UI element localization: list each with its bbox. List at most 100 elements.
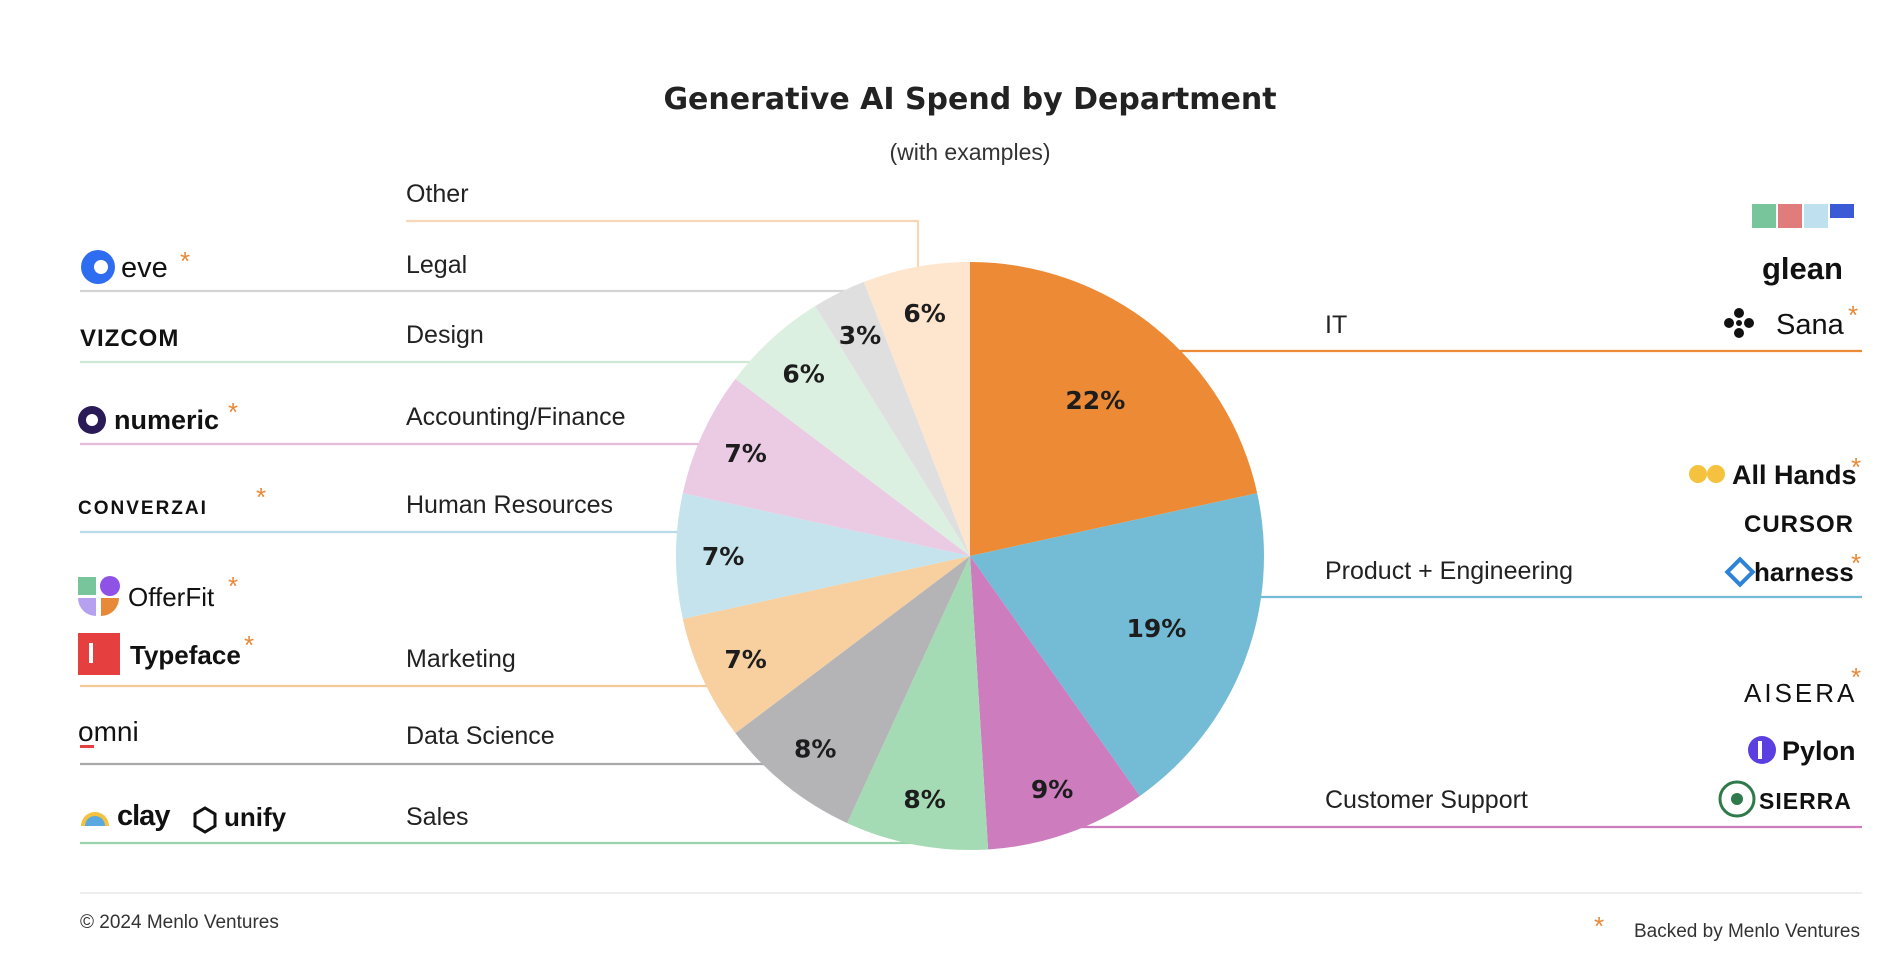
logo-typeface-text: Typeface xyxy=(130,640,241,670)
backed-star-harness: * xyxy=(1851,548,1861,578)
logo-aisera-text: AISERA xyxy=(1744,678,1857,708)
offerfit-mark-quarter xyxy=(78,598,96,616)
numeric-mark-inner xyxy=(86,414,98,426)
dust-mark-t xyxy=(1830,204,1854,218)
percent-labels: 22% 19% 9% 8% 8% 7% 7% 7% 6% 3% 6% xyxy=(702,299,1187,814)
pie-slice-it xyxy=(970,262,1258,556)
logo-pylon-text: Pylon xyxy=(1782,736,1856,766)
logo-omni-text: omni xyxy=(78,716,139,747)
logo-aisera: AISERA * xyxy=(1744,662,1861,708)
pct-label-customer-support: 9% xyxy=(1031,775,1073,804)
pie-slice-design xyxy=(735,306,970,556)
label-customer-support: Customer Support xyxy=(1325,786,1528,814)
logo-sierra: SIERRA xyxy=(1718,780,1852,818)
pct-label-legal: 3% xyxy=(839,321,881,350)
logo-numeric-text: numeric xyxy=(114,405,219,435)
logo-harness: harness * xyxy=(1724,548,1861,588)
backed-star-offerfit: * xyxy=(228,571,238,601)
footer-star: * xyxy=(1594,911,1604,941)
pie-slice-customer-support xyxy=(970,556,1140,850)
pct-label-data-science: 8% xyxy=(794,734,836,763)
logo-unify-text: unify xyxy=(224,802,287,832)
sana-mark-icon xyxy=(1724,308,1754,338)
logo-clay: clay xyxy=(81,800,171,832)
right-logos: DUST glean Sana * All Hands * CURSOR har… xyxy=(1689,204,1861,818)
label-design: Design xyxy=(406,321,484,349)
backed-star-sana: * xyxy=(1848,300,1858,330)
logo-converzai: CONVERZAI * xyxy=(78,482,266,519)
logo-all-hands-text: All Hands xyxy=(1732,460,1857,490)
logo-all-hands: All Hands * xyxy=(1689,452,1861,490)
pie-slice-accounting-finance xyxy=(682,378,970,556)
logo-offerfit: OfferFit * xyxy=(78,571,238,616)
label-marketing: Marketing xyxy=(406,645,516,673)
label-it: IT xyxy=(1325,311,1347,339)
logo-cursor: CURSOR xyxy=(1744,511,1854,538)
logo-converzai-text: CONVERZAI xyxy=(78,498,208,519)
harness-mark-icon xyxy=(1724,556,1756,588)
copyright: © 2024 Menlo Ventures xyxy=(80,912,279,933)
dust-mark-u xyxy=(1778,204,1802,228)
pct-label-sales: 8% xyxy=(903,785,945,814)
backed-star-eve: * xyxy=(180,246,190,276)
pct-label-accounting-finance: 7% xyxy=(724,439,766,468)
omni-mark-underline xyxy=(80,745,94,748)
sierra-mark-icon xyxy=(1718,780,1756,818)
leader-lines xyxy=(80,219,1862,845)
pie-slice-legal xyxy=(815,281,970,556)
clay-mark-inner xyxy=(85,816,105,826)
pie-slice-product-engineering xyxy=(970,493,1264,796)
dust-mark-d xyxy=(1752,204,1776,228)
logo-dust-text: DUST xyxy=(1756,227,1759,229)
pie-slice-sales xyxy=(847,556,989,850)
pct-label-it: 22% xyxy=(1065,386,1125,415)
allhands-mark-right xyxy=(1707,465,1725,483)
logo-eve-text: eve xyxy=(121,252,168,284)
logo-unify: unify xyxy=(193,802,287,834)
pct-label-design: 6% xyxy=(782,359,824,388)
logo-dust: DUST xyxy=(1752,204,1854,229)
pie-slice-data-science xyxy=(735,556,970,824)
logo-typeface: Typeface * xyxy=(78,630,254,675)
label-human-resources: Human Resources xyxy=(406,491,613,519)
logo-clay-text: clay xyxy=(117,800,170,832)
backed-star-aisera: * xyxy=(1851,662,1861,692)
allhands-mark-left xyxy=(1689,465,1707,483)
logo-eve: eve * xyxy=(81,246,190,284)
label-other: Other xyxy=(406,180,469,208)
pylon-mark-bar xyxy=(1758,741,1762,759)
label-legal: Legal xyxy=(406,251,467,279)
left-logos: eve * VIZCOM numeric * CONVERZAI * Offer… xyxy=(78,246,287,834)
unify-mark-icon xyxy=(193,806,217,834)
label-data-science: Data Science xyxy=(406,722,555,750)
pie-slice-human-resources xyxy=(675,493,970,619)
pct-label-human-resources: 7% xyxy=(702,542,744,571)
typeface-mark-bar xyxy=(89,643,93,663)
logo-sana-text: Sana xyxy=(1776,309,1845,341)
chart-title: Generative AI Spend by Department xyxy=(663,82,1276,117)
pct-label-product-engineering: 19% xyxy=(1126,614,1186,643)
pct-label-marketing: 7% xyxy=(724,645,766,674)
pct-label-other: 6% xyxy=(903,299,945,328)
logo-sana: Sana * xyxy=(1724,300,1858,341)
sierra-mark-inner xyxy=(1731,793,1743,805)
offerfit-mark-circle xyxy=(100,576,120,596)
pie-chart xyxy=(675,262,1264,850)
label-product-engineering: Product + Engineering xyxy=(1325,557,1573,585)
typeface-mark-icon xyxy=(78,633,120,675)
logo-vizcom: VIZCOM xyxy=(80,325,179,352)
backed-star-typeface: * xyxy=(244,630,254,660)
offerfit-mark-square xyxy=(78,577,96,595)
logo-sierra-text: SIERRA xyxy=(1759,788,1852,814)
dust-mark-s xyxy=(1804,204,1828,228)
label-accounting-finance: Accounting/Finance xyxy=(406,403,626,431)
department-labels: Other Legal Design Accounting/Finance Hu… xyxy=(406,180,1573,831)
eve-mark-inner xyxy=(94,260,108,274)
backed-star-numeric: * xyxy=(228,397,238,427)
chart-subtitle: (with examples) xyxy=(889,139,1050,165)
logo-glean: glean xyxy=(1762,251,1843,286)
backed-star-converzai: * xyxy=(256,482,266,512)
backed-star-all-hands: * xyxy=(1851,452,1861,482)
logo-omni: omni xyxy=(78,716,139,748)
